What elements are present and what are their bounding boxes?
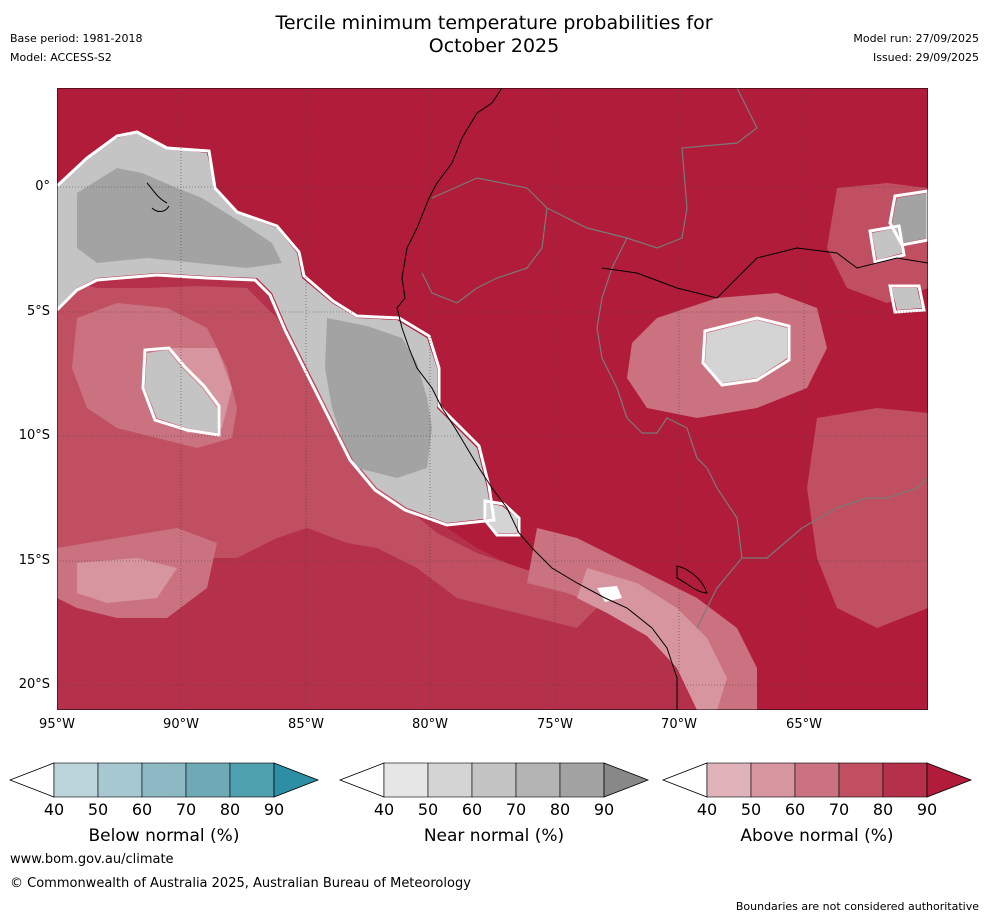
east-patch-contour: [701, 316, 791, 387]
above-colorbar-segment: [882, 762, 928, 798]
near-tick: 50: [417, 800, 439, 819]
above-colorbar-segment: [838, 762, 884, 798]
map-title: Tercile minimum temperature probabilitie…: [0, 12, 988, 58]
near-50-east-patch: [705, 320, 787, 383]
above-50-southwest: [77, 558, 177, 603]
near-70-northeast: [872, 228, 902, 260]
above-tick: 50: [740, 800, 762, 819]
lon-label-90w: 90°W: [163, 717, 199, 732]
above-tick: 60: [784, 800, 806, 819]
below-tick: 50: [87, 800, 109, 819]
near-normal-colorbar: [338, 762, 650, 798]
amazon-river: [601, 247, 928, 299]
near-colorbar-segment: [427, 762, 473, 798]
above-50-coast: [577, 568, 727, 710]
above-colorbar-low-end: [661, 762, 708, 798]
above-tick: 90: [916, 800, 938, 819]
white-spot: [597, 586, 622, 602]
northeast-contour: [888, 189, 928, 247]
coastline: [396, 88, 678, 710]
above-tick: 40: [696, 800, 718, 819]
near-70-east-small: [892, 288, 922, 310]
lat-label-0: 0°: [35, 179, 50, 194]
lat-label-5s: 5°S: [26, 304, 50, 319]
below-ticks: 40 50 60 70 80 90: [34, 800, 334, 820]
near-50-coast-patch: [487, 503, 517, 533]
near-tick: 90: [593, 800, 615, 819]
above-tick: 80: [872, 800, 894, 819]
issued-date: Issued: 29/09/2025: [872, 51, 979, 64]
below-tick: 70: [175, 800, 197, 819]
website-link[interactable]: www.bom.gov.au/climate: [10, 852, 174, 867]
above-normal-colorbar: [661, 762, 973, 798]
below-colorbar-low-end: [8, 762, 55, 798]
title-line-1: Tercile minimum temperature probabilitie…: [275, 12, 713, 34]
above-colorbar-high-end: [926, 762, 973, 798]
lat-label-10s: 10°S: [18, 428, 50, 443]
below-tick: 80: [219, 800, 241, 819]
model-run: Model run: 27/09/2025: [853, 32, 979, 45]
east-small-contour: [888, 284, 926, 314]
above-ticks: 40 50 60 70 80 90: [687, 800, 987, 820]
lon-label-75w: 75°W: [537, 717, 573, 732]
lake-titicaca: [676, 565, 708, 594]
below-normal-colorbar: [8, 762, 320, 798]
lon-label-85w: 85°W: [288, 717, 324, 732]
probability-map: [57, 88, 928, 710]
near-90-offshore: [325, 318, 432, 478]
above-normal-label: Above normal (%): [740, 826, 894, 846]
near-tick: 40: [373, 800, 395, 819]
below-colorbar-segment: [229, 762, 275, 798]
near-tick: 70: [505, 800, 527, 819]
above-colorbar-segment: [794, 762, 840, 798]
above-tick: 70: [828, 800, 850, 819]
lon-label-80w: 80°W: [412, 717, 448, 732]
lon-label-95w: 95°W: [39, 717, 75, 732]
below-colorbar-high-end: [273, 762, 320, 798]
near-normal-label: Near normal (%): [423, 826, 565, 846]
northeast-small-contour: [868, 224, 906, 264]
graticule: [57, 88, 928, 710]
west-patch-contour: [141, 346, 221, 437]
title-line-2: October 2025: [428, 35, 560, 57]
near-90-galapagos: [77, 168, 282, 268]
lat-label-15s: 15°S: [18, 553, 50, 568]
lon-label-65w: 65°W: [786, 717, 822, 732]
below-tick: 60: [131, 800, 153, 819]
below-colorbar-segment: [185, 762, 231, 798]
base-period: Base period: 1981-2018: [10, 32, 143, 45]
near-colorbar-segment: [471, 762, 517, 798]
model-name: Model: ACCESS-S2: [10, 51, 112, 64]
below-colorbar-segment: [53, 762, 99, 798]
below-normal-label: Below normal (%): [88, 826, 240, 846]
near-colorbar-segment: [515, 762, 561, 798]
above-colorbar-segment: [750, 762, 796, 798]
country-borders: [421, 88, 928, 629]
lat-label-20s: 20°S: [18, 677, 50, 692]
near-ticks: 40 50 60 70 80 90: [364, 800, 664, 820]
near-colorbar-low-end: [338, 762, 385, 798]
copyright: © Commonwealth of Australia 2025, Austra…: [10, 876, 471, 891]
near-tick: 80: [549, 800, 571, 819]
disclaimer: Boundaries are not considered authoritat…: [735, 900, 979, 913]
above-70-southeast: [807, 408, 928, 628]
galapagos-islands: [146, 182, 170, 212]
near-colorbar-high-end: [603, 762, 650, 798]
below-colorbar-segment: [141, 762, 187, 798]
near-colorbar-segment: [383, 762, 429, 798]
near-colorbar-segment: [559, 762, 605, 798]
below-tick: 40: [43, 800, 65, 819]
above-colorbar-segment: [706, 762, 752, 798]
lon-label-70w: 70°W: [661, 717, 697, 732]
below-colorbar-segment: [97, 762, 143, 798]
near-tick: 60: [461, 800, 483, 819]
below-tick: 90: [263, 800, 285, 819]
